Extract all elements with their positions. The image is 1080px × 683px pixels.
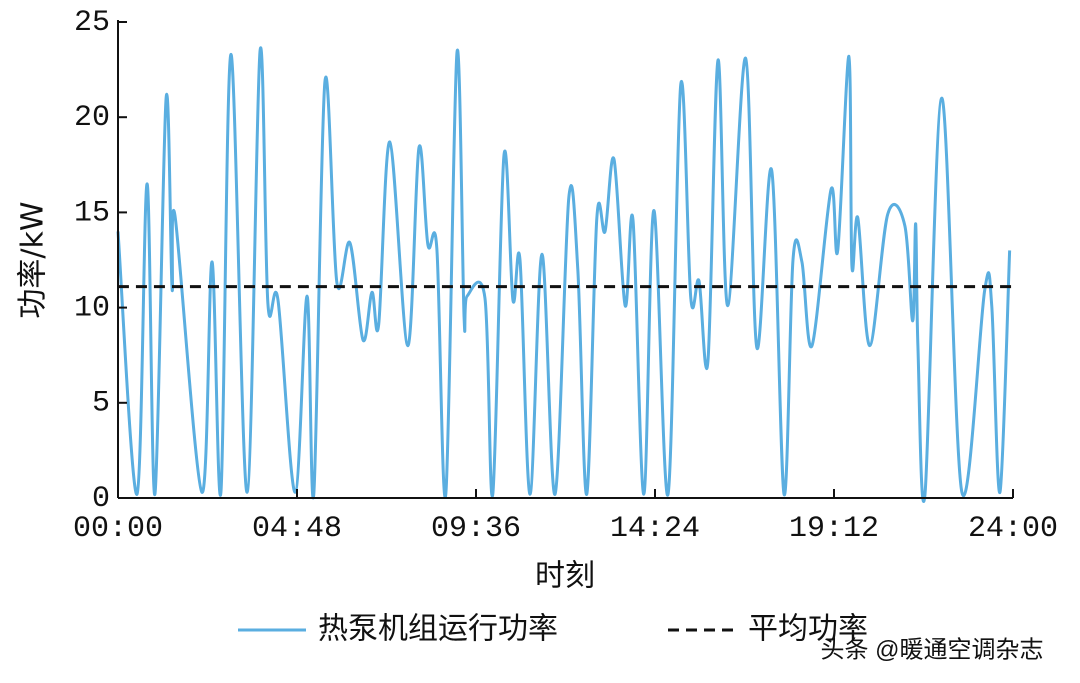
y-tick-label: 5 (92, 387, 110, 421)
y-tick-label: 0 (92, 482, 110, 516)
y-tick-label: 20 (74, 101, 110, 135)
x-tick-label: 04:48 (252, 512, 342, 546)
x-tick-label: 09:36 (431, 512, 521, 546)
y-tick-label: 25 (74, 6, 110, 40)
watermark: 头条 @暖通空调杂志 (820, 636, 1043, 663)
x-tick-label: 14:24 (610, 512, 700, 546)
x-tick-label: 24:00 (968, 512, 1058, 546)
legend-label: 热泵机组运行功率 (318, 612, 558, 647)
legend-label: 平均功率 (748, 612, 868, 647)
y-axis-label: 功率/kW (16, 201, 51, 318)
x-tick-label: 00:00 (73, 512, 163, 546)
y-tick-label: 15 (74, 196, 110, 230)
y-tick-label: 10 (74, 292, 110, 326)
series-line (116, 46, 1012, 504)
x-axis-label: 时刻 (535, 559, 595, 594)
x-tick-label: 19:12 (789, 512, 879, 546)
